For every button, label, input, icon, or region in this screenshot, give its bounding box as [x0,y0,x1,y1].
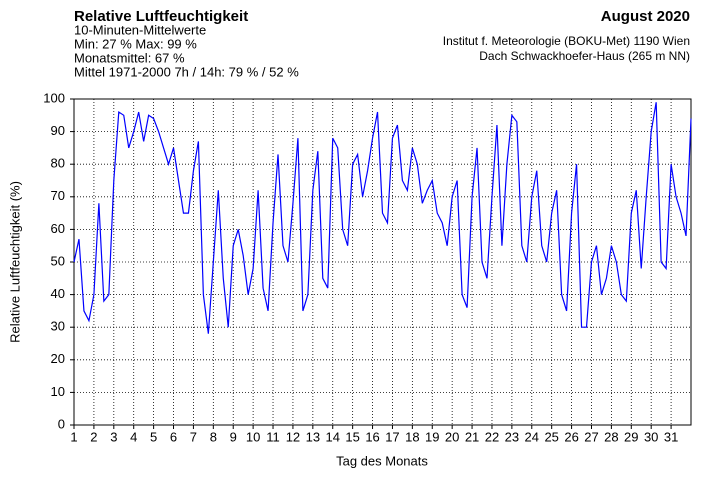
x-tick-label: 20 [445,429,459,444]
x-tick-label: 18 [405,429,419,444]
y-axis-label: Relative Luftfeuchtigkeit (%) [7,181,22,343]
x-tick-label: 11 [266,429,280,444]
x-tick-label: 28 [604,429,618,444]
subtitle: 10-Minuten-Mittelwerte [74,22,206,37]
x-tick-label: 4 [130,429,137,444]
source: Institut f. Meteorologie (BOKU-Met) 1190… [443,34,690,48]
y-tick-label: 40 [51,286,65,301]
x-tick-label: 10 [246,429,260,444]
note: Monatsmittel: 67 % [74,50,185,65]
x-tick-label: 6 [170,429,177,444]
y-tick-label: 30 [51,319,65,334]
x-tick-label: 15 [345,429,359,444]
period: August 2020 [601,8,690,25]
x-tick-label: 8 [210,429,217,444]
note: Mittel 1971-2000 7h / 14h: 79 % / 52 % [74,64,299,79]
x-axis-label: Tag des Monats [336,453,428,468]
x-tick-label: 1 [70,429,77,444]
x-tick-label: 22 [485,429,499,444]
y-tick-label: 70 [51,188,65,203]
y-tick-label: 80 [51,156,65,171]
x-tick-label: 14 [326,429,340,444]
chart-title: Relative Luftfeuchtigkeit [74,8,248,25]
x-tick-label: 13 [306,429,320,444]
x-tick-label: 16 [365,429,379,444]
x-tick-label: 29 [624,429,638,444]
source: Dach Schwackhoefer-Haus (265 m NN) [479,49,690,63]
x-tick-label: 2 [90,429,97,444]
x-tick-label: 9 [230,429,237,444]
x-tick-label: 26 [564,429,578,444]
x-tick-label: 19 [425,429,439,444]
x-tick-label: 30 [644,429,658,444]
y-tick-label: 0 [58,416,65,431]
data-line [73,102,692,334]
y-tick-label: 50 [51,253,65,268]
x-tick-label: 31 [664,429,678,444]
x-tick-label: 25 [544,429,558,444]
y-tick-label: 10 [51,384,65,399]
x-tick-label: 21 [465,429,479,444]
note: Min: 27 % Max: 99 % [74,36,197,51]
x-tick-label: 24 [525,429,539,444]
x-tick-label: 17 [385,429,399,444]
x-tick-label: 3 [110,429,117,444]
y-tick-label: 20 [51,351,65,366]
y-tick-label: 60 [51,221,65,236]
x-tick-label: 23 [505,429,519,444]
x-tick-label: 7 [190,429,197,444]
y-tick-label: 90 [51,123,65,138]
x-tick-label: 12 [286,429,300,444]
y-tick-label: 100 [43,90,65,105]
x-tick-label: 5 [150,429,157,444]
x-tick-label: 27 [584,429,598,444]
